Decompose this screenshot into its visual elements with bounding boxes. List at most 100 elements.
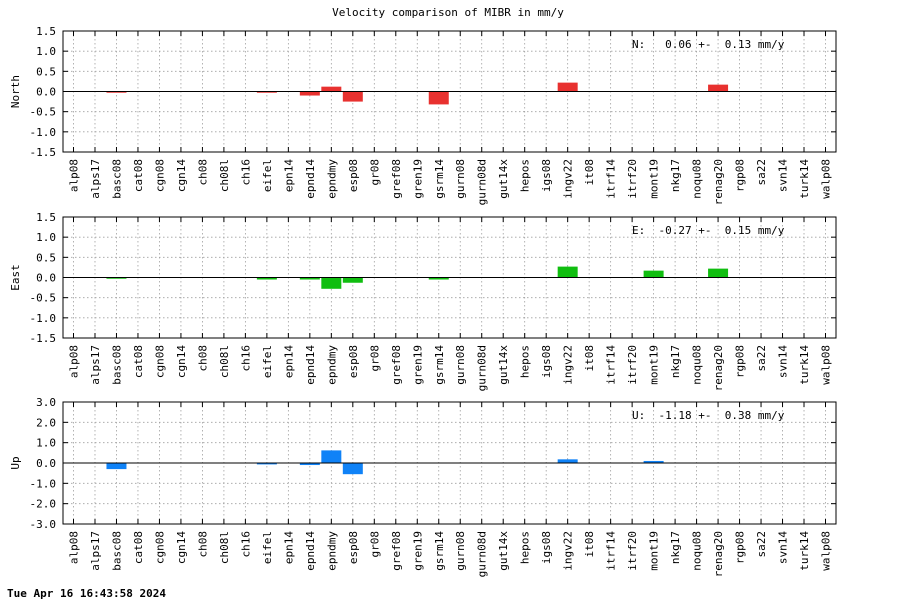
y-tick-label: -2.0 xyxy=(30,498,57,511)
bar-north-eifel xyxy=(256,91,277,93)
y-tick-label: 1.5 xyxy=(36,25,56,38)
x-tick-label: ch16 xyxy=(239,159,252,186)
x-tick-label: nkg17 xyxy=(669,159,682,192)
x-tick-label: cgn08 xyxy=(153,345,166,378)
x-tick-label: svn14 xyxy=(777,531,790,564)
x-tick-label: it08 xyxy=(583,531,596,558)
x-tick-label: gurn08d xyxy=(476,531,489,577)
y-tick-label: -3.0 xyxy=(30,518,57,531)
x-tick-label: ch08l xyxy=(218,531,231,564)
x-tick-label: hepos xyxy=(519,159,532,192)
y-tick-label: -1.0 xyxy=(30,477,57,490)
x-tick-label: gurn08 xyxy=(454,531,467,571)
x-tick-label: rgp08 xyxy=(734,159,747,192)
x-tick-label: noqu08 xyxy=(691,159,704,199)
x-tick-label: gurn08 xyxy=(454,159,467,199)
x-tick-label: alp08 xyxy=(68,159,81,192)
x-tick-label: gren19 xyxy=(411,531,424,571)
x-tick-label: esp08 xyxy=(347,159,360,192)
x-tick-label: itrf20 xyxy=(626,531,639,571)
x-tick-label: turk14 xyxy=(798,345,811,385)
x-tick-label: ch16 xyxy=(239,345,252,372)
y-tick-label: -0.5 xyxy=(30,106,57,119)
x-tick-label: epnd14 xyxy=(304,159,317,199)
panel-up: 3.0 2.0 1.0 0.0 -1.0 -2.0 -3.0 alp08 alps17 basc0… xyxy=(9,396,837,577)
x-tick-label: alp08 xyxy=(68,531,81,564)
x-tick-label: gut14x xyxy=(497,345,510,385)
x-tick-label: mont19 xyxy=(648,531,661,571)
bar-up-eifel xyxy=(256,463,277,465)
x-tick-label: gut14x xyxy=(497,159,510,199)
bar-east-renag20 xyxy=(708,268,729,278)
x-tick-label: svn14 xyxy=(777,345,790,378)
x-tick-label: gref08 xyxy=(390,345,403,385)
x-tick-label: alp08 xyxy=(68,345,81,378)
x-tick-label: alps17 xyxy=(89,159,102,199)
bar-north-epndmy xyxy=(321,86,342,92)
y-tick-label: 1.0 xyxy=(36,231,56,244)
bar-up-basc08 xyxy=(106,463,127,470)
x-tick-label: svn14 xyxy=(777,159,790,192)
x-tick-label: noqu08 xyxy=(691,345,704,385)
y-tick-label: 3.0 xyxy=(36,396,56,409)
x-tick-label: itrf14 xyxy=(605,531,618,571)
chart-panels: 1.5 1.0 0.5 0.0 -0.5 -1.0 -1.5 alp08 alps17 basc0… xyxy=(9,25,837,577)
x-tick-label: gr08 xyxy=(368,159,381,186)
x-tick-label: nkg17 xyxy=(669,345,682,378)
y-tick-label: 1.0 xyxy=(36,437,56,450)
y-tick-label: 0.5 xyxy=(36,65,56,78)
x-tick-label: cat08 xyxy=(132,159,145,192)
x-tick-label: itrf20 xyxy=(626,345,639,385)
x-tick-label: igs08 xyxy=(540,531,553,564)
bar-north-basc08 xyxy=(106,91,127,93)
x-tick-label: cgn14 xyxy=(175,345,188,378)
y-tick-label: 0.0 xyxy=(36,457,56,470)
bar-north-epnd14 xyxy=(299,91,320,96)
x-tick-label: eifel xyxy=(261,159,274,192)
y-tick-label: -0.5 xyxy=(30,292,57,305)
x-tick-label: walp08 xyxy=(820,345,833,385)
y-tick-label: -1.5 xyxy=(30,332,57,345)
x-tick-label: esp08 xyxy=(347,345,360,378)
x-tick-label: ingv22 xyxy=(562,531,575,571)
x-tick-label: gr08 xyxy=(368,531,381,558)
x-tick-label: rgp08 xyxy=(734,345,747,378)
x-tick-label: epnd14 xyxy=(304,345,317,385)
x-tick-label: cgn08 xyxy=(153,531,166,564)
x-tick-label: epnd14 xyxy=(304,531,317,571)
y-tick-label: -1.0 xyxy=(30,126,57,139)
x-tick-label: epndmy xyxy=(325,345,338,385)
y-axis-label: East xyxy=(9,264,22,291)
x-tick-label: it08 xyxy=(583,345,596,372)
x-tick-label: basc08 xyxy=(110,159,123,199)
y-tick-label: 2.0 xyxy=(36,416,56,429)
panel-east: 1.5 1.0 0.5 0.0 -0.5 -1.0 -1.5 alp08 alps17 basc0… xyxy=(9,211,837,391)
x-tick-label: alps17 xyxy=(89,345,102,385)
bar-north-renag20 xyxy=(708,84,729,92)
chart-title: Velocity comparison of MIBR in mm/y xyxy=(332,6,564,19)
x-tick-label: epn14 xyxy=(282,345,295,378)
bar-east-basc08 xyxy=(106,277,127,279)
x-tick-label: gsrm14 xyxy=(433,159,446,199)
y-tick-label: -1.5 xyxy=(30,146,57,159)
x-tick-label: itrf20 xyxy=(626,159,639,199)
x-tick-label: hepos xyxy=(519,345,532,378)
x-tick-label: renag20 xyxy=(712,531,725,577)
x-tick-label: sa22 xyxy=(755,159,768,186)
x-tick-label: gsrm14 xyxy=(433,531,446,571)
bar-up-mont19 xyxy=(643,460,664,463)
x-tick-label: eifel xyxy=(261,531,274,564)
x-tick-label: gr08 xyxy=(368,345,381,372)
x-tick-label: gref08 xyxy=(390,531,403,571)
x-tick-label: basc08 xyxy=(110,345,123,385)
bar-east-gsrm14 xyxy=(428,277,449,280)
x-tick-label: cat08 xyxy=(132,345,145,378)
footer-timestamp: Tue Apr 16 16:43:58 2024 xyxy=(7,587,166,600)
x-tick-label: epn14 xyxy=(282,159,295,192)
y-tick-label: 1.5 xyxy=(36,211,56,224)
x-tick-label: mont19 xyxy=(648,159,661,199)
x-tick-label: renag20 xyxy=(712,159,725,205)
bar-east-mont19 xyxy=(643,270,664,278)
x-tick-label: ch08l xyxy=(218,159,231,192)
